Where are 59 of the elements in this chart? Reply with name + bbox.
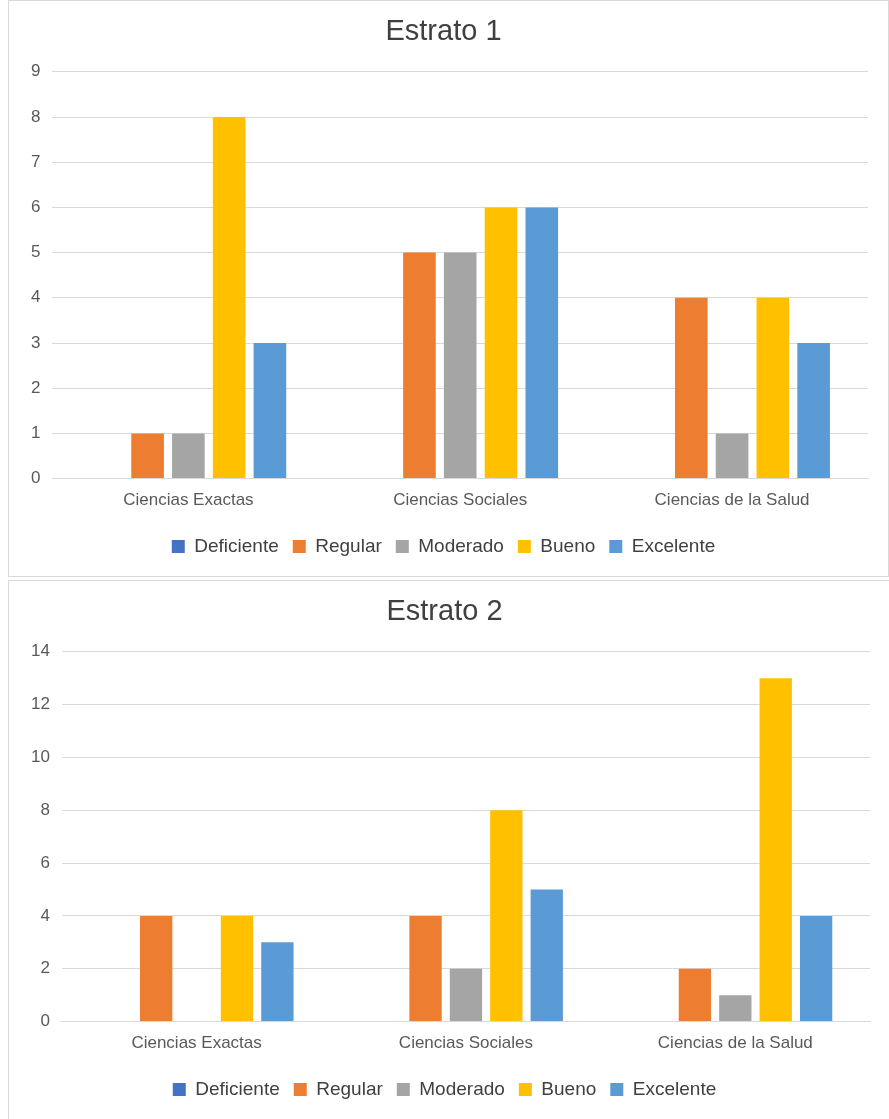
legend-label: Moderado: [418, 534, 504, 556]
bar: [490, 810, 523, 1022]
x-tick-label: Ciencias de la Salud: [654, 490, 810, 510]
legend-label: Bueno: [541, 1077, 597, 1099]
bar: [131, 433, 164, 479]
legend-label: Bueno: [540, 534, 596, 556]
bar: [674, 297, 708, 479]
x-tick-label: Ciencias Sociales: [398, 1033, 534, 1053]
bar: [449, 968, 483, 1022]
bar: [678, 968, 712, 1022]
y-tick-label: 7: [30, 151, 41, 171]
bar: [253, 343, 287, 479]
x-tick-label: Ciencias de la Salud: [657, 1033, 813, 1053]
bar: [530, 889, 563, 1022]
legend-label: Deficiente: [195, 1077, 280, 1099]
y-tick-label: 5: [30, 242, 41, 262]
x-tick-label: Ciencias Sociales: [393, 490, 528, 510]
bar: [715, 433, 749, 479]
bar: [443, 252, 477, 479]
y-tick-label: 6: [40, 852, 50, 872]
bar: [172, 433, 205, 479]
bar: [525, 207, 559, 479]
x-tick-label: Ciencias Exactas: [123, 490, 254, 510]
legend-label: Deficiente: [194, 534, 279, 556]
y-tick-label: 4: [40, 905, 50, 925]
bar: [799, 915, 833, 1022]
legend-label: Excelente: [632, 1077, 717, 1099]
x-tick-label: Ciencias Exactas: [131, 1033, 262, 1053]
legend-label: Regular: [316, 1077, 384, 1099]
bar: [220, 915, 254, 1022]
legend-label: Excelente: [631, 534, 716, 556]
bar: [212, 117, 246, 479]
chart-title: Estrato 1: [385, 14, 502, 47]
legend-label: Moderado: [419, 1077, 505, 1099]
bar: [409, 915, 442, 1022]
y-tick-label: 10: [30, 747, 50, 767]
chart-title: Estrato 2: [386, 594, 503, 627]
legend-label: Regular: [315, 534, 383, 556]
y-tick-label: 8: [30, 106, 41, 126]
bar: [261, 942, 294, 1022]
y-tick-label: 12: [30, 694, 50, 714]
bar: [719, 995, 752, 1022]
bar: [759, 678, 792, 1022]
bar: [797, 343, 830, 479]
y-tick-label: 9: [30, 61, 41, 81]
y-tick-label: 1: [30, 423, 41, 443]
bar: [140, 915, 173, 1022]
y-tick-label: 0: [40, 1011, 50, 1031]
y-tick-label: 8: [40, 799, 50, 819]
y-tick-label: 4: [30, 287, 41, 307]
y-tick-label: 6: [30, 197, 41, 217]
y-tick-label: 2: [30, 377, 41, 397]
y-tick-label: 14: [30, 641, 50, 661]
y-tick-label: 0: [30, 468, 41, 488]
bar: [756, 297, 790, 479]
bar: [484, 207, 518, 479]
y-tick-label: 2: [40, 958, 50, 978]
y-tick-label: 3: [30, 332, 41, 352]
bar: [403, 252, 436, 479]
